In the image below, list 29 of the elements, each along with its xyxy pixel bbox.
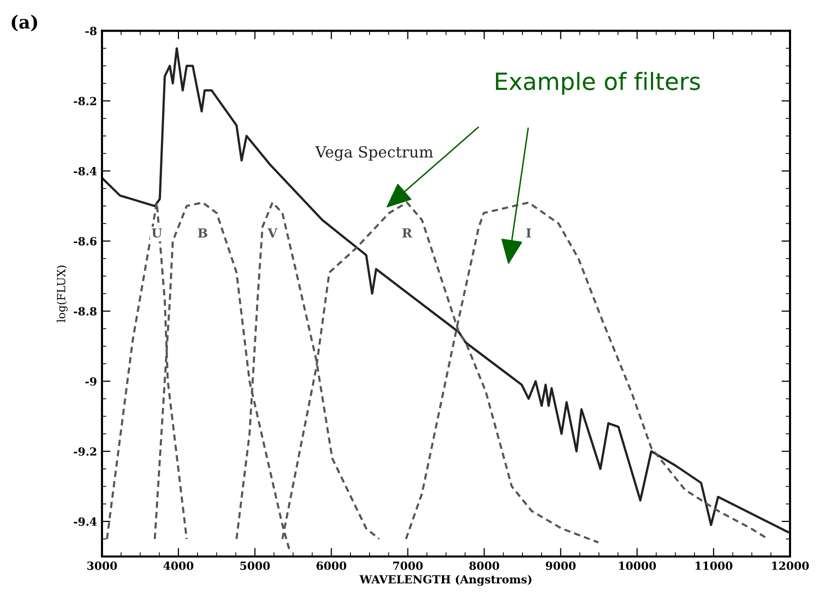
series-label: I xyxy=(526,228,531,238)
y-tick-label: -8.6 xyxy=(74,237,97,246)
series-label: U xyxy=(152,228,162,238)
y-tick-label: -9.2 xyxy=(74,447,96,456)
x-tick-label: 11000 xyxy=(696,562,732,570)
series-label: R xyxy=(402,228,412,238)
y-tick-label: -9.4 xyxy=(74,517,97,526)
x-tick-label: 3000 xyxy=(87,562,117,570)
annotation: Example of filters xyxy=(496,72,700,95)
text: Vega Spectrum xyxy=(315,146,433,161)
x-tick-label: 12000 xyxy=(772,562,809,570)
x-axis-title: WAVELENGTH (Angstroms) xyxy=(359,574,532,586)
y-tick-label: -9 xyxy=(85,377,96,386)
x-tick-label: 5000 xyxy=(240,562,270,570)
y-tick-label: -8.2 xyxy=(74,96,96,106)
x-tick-label: 6000 xyxy=(316,562,346,570)
line-series xyxy=(102,47,789,534)
x-tick-label: 7000 xyxy=(393,562,423,570)
y-tick-label: -8 xyxy=(85,26,97,36)
y-tick-label: -8.8 xyxy=(74,307,97,316)
y-tick-label: -8.4 xyxy=(74,166,97,176)
x-tick-label: 10000 xyxy=(619,562,656,570)
x-tick-label: 8000 xyxy=(469,562,500,570)
series-label: B xyxy=(198,228,208,238)
text: (a) xyxy=(12,14,38,32)
series-label: V xyxy=(268,228,278,238)
y-axis-title: log(FLUX) xyxy=(56,266,68,322)
x-tick-label: 9000 xyxy=(546,562,576,570)
x-tick-label: 4000 xyxy=(163,562,194,570)
